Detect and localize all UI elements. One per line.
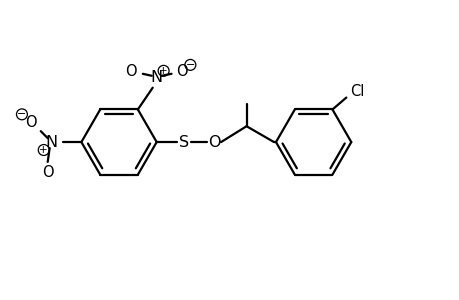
Text: +: + xyxy=(39,145,48,155)
Text: O: O xyxy=(25,115,37,130)
Text: −: − xyxy=(17,109,27,119)
Text: O: O xyxy=(207,135,220,150)
Text: O: O xyxy=(42,165,53,180)
Text: −: − xyxy=(185,60,195,70)
Text: S: S xyxy=(179,135,189,150)
Text: O: O xyxy=(175,64,187,79)
Text: N: N xyxy=(45,135,57,150)
Text: N: N xyxy=(150,70,162,85)
Text: O: O xyxy=(125,64,136,79)
Text: Cl: Cl xyxy=(350,84,364,99)
Text: +: + xyxy=(159,66,168,76)
